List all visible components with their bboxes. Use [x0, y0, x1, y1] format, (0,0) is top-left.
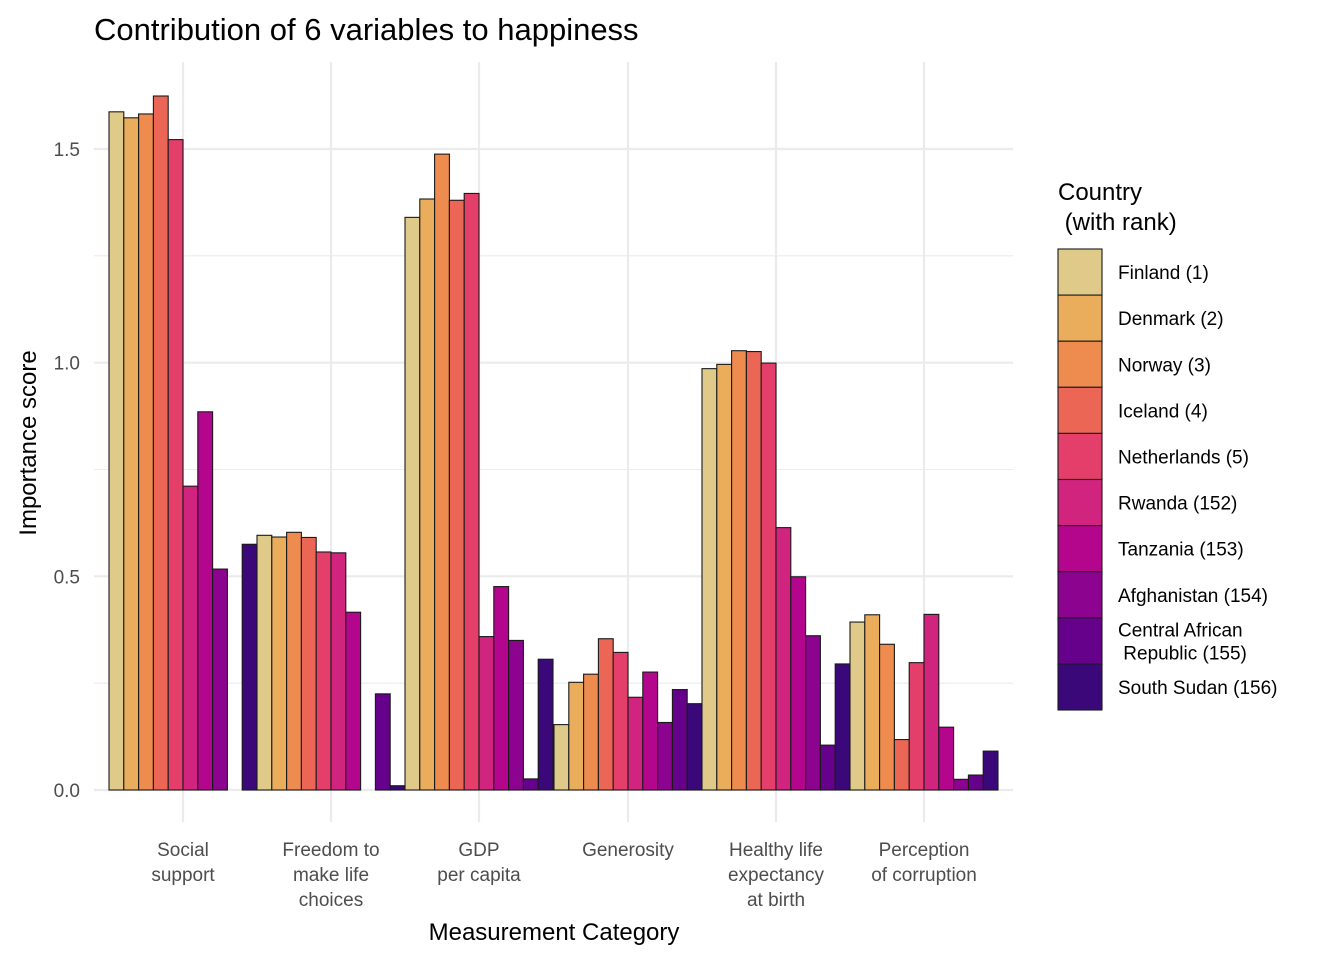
- bar: Finland (1): 0.596: [256, 534, 273, 791]
- bar: Rwanda (152): 0.614: [775, 527, 792, 791]
- bar: South Sudan (156): 0.01: [389, 785, 406, 791]
- bar: Denmark (2): 0.252: [568, 681, 585, 791]
- bar: Iceland (4): 1.026: [745, 351, 762, 791]
- bar: Iceland (4): 0.591: [300, 536, 317, 791]
- bar: Rwanda (152): 0.555: [330, 552, 347, 791]
- bar: Denmark (2): 0.592: [271, 536, 288, 791]
- bar: Denmark (2): 0.996: [716, 363, 733, 791]
- legend-key: [1057, 386, 1103, 434]
- bar: Iceland (4): 1.38: [448, 199, 465, 791]
- legend-key: [1057, 663, 1103, 711]
- bar: Tanzania (153): 0.416: [345, 611, 362, 791]
- bar: Denmark (2): 1.383: [419, 198, 436, 791]
- bar: Central African Republic (155): 0.235: [671, 689, 688, 791]
- bar: Denmark (2): 0.41: [864, 614, 881, 791]
- bar: South Sudan (156): 0.575: [241, 543, 258, 791]
- y-axis-title: Importance score: [15, 350, 42, 535]
- legend-key: [1057, 294, 1103, 342]
- bar: Netherlands (5): 0.322: [612, 651, 629, 791]
- x-tick-label: Healthy life expectancy at birth: [728, 840, 825, 911]
- bar: Iceland (4): 1.624: [152, 95, 169, 791]
- chart-title: Contribution of 6 variables to happiness: [94, 12, 639, 47]
- x-axis-ticks: Social support Freedom to make life choices G…: [151, 840, 977, 911]
- bars: Finland (1): 1.587Denmark (2): 1.573Norw…: [108, 95, 999, 791]
- bar: Rwanda (152): 0.411: [923, 613, 940, 791]
- legend-label: Finland (1): [1118, 263, 1209, 284]
- x-tick-label: Freedom to make life choices: [282, 840, 379, 911]
- bar: South Sudan (156): 0.306: [537, 658, 554, 791]
- legend-key: [1057, 478, 1103, 527]
- bar: Iceland (4): 0.118: [893, 739, 910, 791]
- bar: Finland (1): 0.986: [701, 368, 718, 791]
- bar: Finland (1): 1.34: [404, 216, 421, 791]
- bar: Tanzania (153): 0.476: [493, 586, 510, 791]
- legend: Country (with rank) Finland (1) Denmark (2…: [1057, 179, 1278, 711]
- bar: Norway (3): 0.271: [583, 673, 599, 791]
- legend-label: Iceland (4): [1118, 401, 1208, 422]
- legend-label: Netherlands (5): [1118, 447, 1249, 468]
- bar: Norway (3): 0.341: [879, 643, 895, 791]
- bar: Afghanistan (154): 0.158: [657, 721, 673, 791]
- bar: Central African Republic (155): 0.105: [819, 744, 836, 791]
- bar: Tanzania (153): 0.147: [938, 726, 955, 791]
- legend-label: Tanzania (153): [1118, 540, 1244, 561]
- legend-key: [1057, 340, 1103, 388]
- legend-key: [1057, 525, 1103, 573]
- bar: Tanzania (153): 0.885: [197, 411, 214, 791]
- bar: Netherlands (5): 0.557: [315, 551, 332, 791]
- bar: Finland (1): 0.393: [849, 621, 866, 791]
- y-tick-label: 1.5: [54, 140, 80, 161]
- bar: Rwanda (152): 0.359: [478, 636, 495, 791]
- legend-key: [1057, 617, 1103, 665]
- bar: Central African Republic (155): 0.026: [522, 778, 539, 791]
- bar: Norway (3): 1.028: [731, 350, 747, 791]
- x-tick-label: Generosity: [582, 840, 674, 861]
- bar: Afghanistan (154): 0.361: [805, 635, 821, 791]
- bar: South Sudan (156): 0.202: [686, 703, 703, 791]
- bar: Tanzania (153): 0.276: [642, 671, 659, 791]
- y-tick-label: 0.5: [54, 567, 80, 588]
- bar: Central African Republic (155): 0.035: [967, 774, 984, 791]
- y-tick-label: 0.0: [54, 781, 80, 802]
- x-tick-label: Perception of corruption: [871, 840, 977, 886]
- legend-label: Central African Republic (155): [1118, 620, 1247, 664]
- legend-label: Denmark (2): [1118, 309, 1224, 330]
- bar: Afghanistan (154): 0.517: [212, 568, 228, 791]
- bar: Finland (1): 0.153: [553, 724, 570, 791]
- bar: Netherlands (5): 0.999: [760, 362, 777, 791]
- y-tick-label: 1.0: [54, 354, 80, 375]
- bar: Norway (3): 1.582: [138, 113, 154, 791]
- x-tick-label: Social support: [151, 840, 215, 886]
- bar: Iceland (4): 0.354: [597, 638, 614, 791]
- bar: Netherlands (5): 1.396: [463, 192, 480, 791]
- legend-label: Afghanistan (154): [1118, 586, 1268, 607]
- bar: Afghanistan (154): 0.025: [953, 778, 969, 791]
- bar: South Sudan (156): 0.091: [982, 750, 999, 791]
- legend-title: Country (with rank): [1058, 179, 1177, 236]
- bar: Rwanda (152): 0.711: [182, 485, 199, 791]
- bar: Rwanda (152): 0.217: [627, 696, 644, 791]
- legend-key: [1057, 571, 1103, 619]
- bar: Central African Republic (155): 0.225: [374, 693, 391, 791]
- legend-label: South Sudan (156): [1118, 678, 1278, 699]
- x-axis-title: Measurement Category: [429, 919, 680, 946]
- bar: Finland (1): 1.587: [108, 111, 125, 791]
- x-tick-label: GDP per capita: [437, 840, 521, 886]
- legend-label: Rwanda (152): [1118, 494, 1237, 515]
- bar: Norway (3): 1.488: [434, 153, 450, 791]
- bar: Denmark (2): 1.573: [123, 117, 140, 791]
- bar: Afghanistan (154): 0.35: [508, 639, 524, 791]
- legend-key: [1057, 248, 1103, 296]
- bar: Netherlands (5): 1.522: [167, 139, 184, 791]
- bar: Norway (3): 0.603: [286, 531, 302, 791]
- y-axis-ticks: 0.0 0.5 1.0 1.5: [54, 140, 80, 802]
- legend-key: [1057, 432, 1103, 481]
- bar: Netherlands (5): 0.298: [908, 662, 925, 791]
- legend-label: Norway (3): [1118, 355, 1211, 376]
- bar: South Sudan (156): 0.295: [834, 663, 851, 791]
- bar: Tanzania (153): 0.499: [790, 576, 807, 791]
